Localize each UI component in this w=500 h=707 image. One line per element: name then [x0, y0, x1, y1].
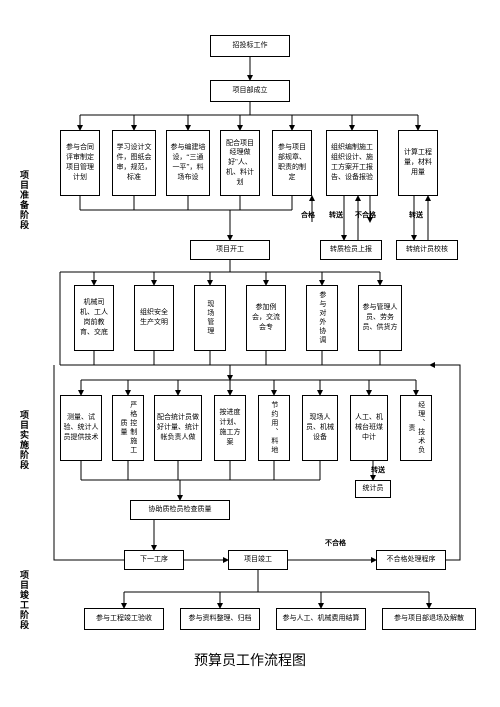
stage-prep-label: 项目准备阶段: [18, 170, 31, 230]
stage-comp-label: 项目竣工阶段: [18, 570, 31, 630]
stage-impl-label: 项目实施阶段: [18, 410, 31, 470]
prep-b5: 参与项目部规章、职责的制定: [272, 130, 312, 196]
impl-d1: 测量、试验、统计人员提供技术: [60, 395, 102, 461]
impl-c5: 参与对外协调: [306, 285, 338, 351]
bidding-box: 招投标工作: [210, 35, 290, 57]
impl-d6: 现场人员、机械设备: [302, 395, 338, 461]
comp-e3: 参与人工、机械费用结算: [276, 608, 366, 630]
impl-d2: 严格控制施工质量: [112, 395, 144, 461]
impl-d3: 配合统计员做好计量、统计帐负责人做: [154, 395, 202, 461]
quality-check-box: 协助质检员检查质量: [130, 500, 230, 520]
label-transfer3: 转送: [370, 465, 386, 475]
nonconform-box: 不合格处理程序: [376, 550, 446, 570]
impl-c1: 机械司机、工人岗前教育、交底: [74, 285, 114, 351]
prep-b4: 配合项目经理做好"人、机、料计划: [220, 130, 260, 196]
comp-e4: 参与项目部退场及解散: [382, 608, 476, 630]
impl-c3: 现场管理: [194, 285, 226, 351]
prep-b1: 参与合同评审制定项目管理计划: [60, 130, 100, 196]
impl-d5: 节约用、料地: [258, 395, 290, 461]
start-box: 项目开工: [190, 240, 270, 260]
page-title: 预算员工作流程图: [0, 650, 500, 670]
label-pass: 合格: [300, 210, 316, 220]
report-quality-box: 转质检员上报: [320, 240, 382, 260]
establish-box: 项目部成立: [210, 80, 290, 102]
impl-d7: 人工、机械台班煤中计: [350, 395, 388, 461]
impl-c6: 参与管理人员、劳务员、供货方: [358, 285, 402, 351]
report-stat-box: 转统计员校核: [396, 240, 458, 260]
impl-c2: 组织安全生产文明: [134, 285, 174, 351]
comp-e2: 参与资料整理、归档: [180, 608, 260, 630]
label-fail1: 不合格: [354, 210, 377, 220]
impl-d8: 经理、技术负责: [400, 395, 432, 461]
impl-d4: 按进度计划、施工方案: [214, 395, 246, 461]
label-fail2: 不合格: [324, 538, 347, 548]
label-transfer2: 转送: [408, 210, 424, 220]
prep-b7: 计算工程量，材料用量: [398, 130, 438, 196]
label-transfer1: 转送: [328, 210, 344, 220]
prep-b2: 学习设计文件，图纸会审，规范，标准: [112, 130, 156, 196]
comp-e1: 参与工程竣工验收: [84, 608, 164, 630]
impl-c4: 参加例会，交流会专: [246, 285, 286, 351]
connectors-svg: [0, 0, 500, 707]
statist-box: 统计员: [355, 480, 391, 498]
prep-b3: 参与编建培设，“三通一平”，料场布设: [166, 130, 210, 196]
prep-b6: 组织编制施工组织设计、施工方案开工报告、设备报验: [326, 130, 378, 196]
proj-complete-box: 项目竣工: [228, 550, 288, 570]
next-proc-box: 下一工序: [124, 550, 184, 570]
